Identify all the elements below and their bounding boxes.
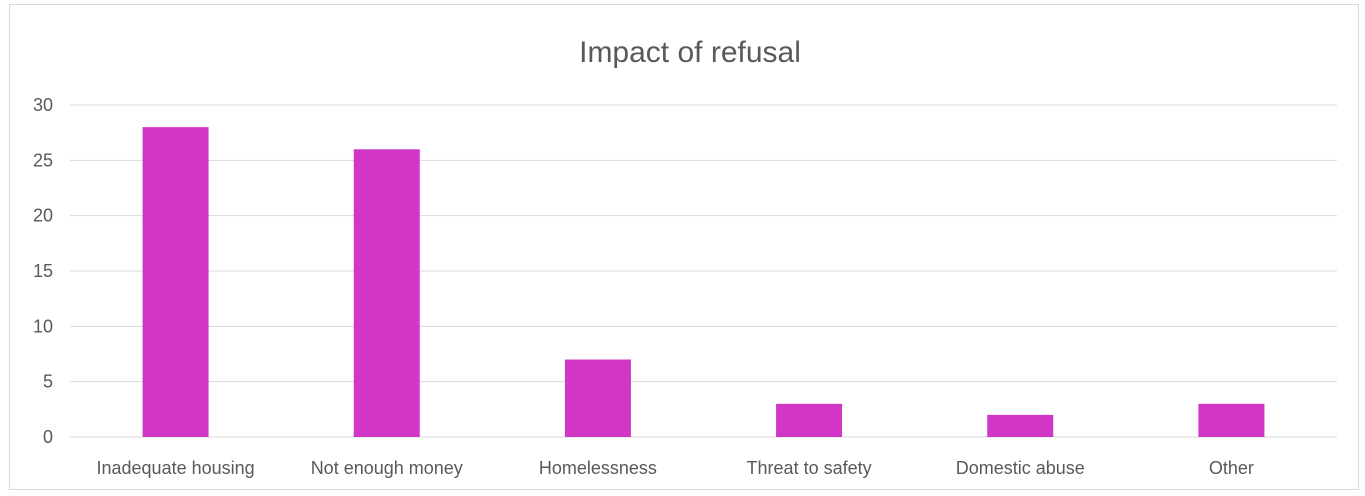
x-tick-label: Threat to safety [747, 458, 872, 478]
y-tick-label: 10 [33, 316, 53, 336]
bar [987, 414, 1054, 437]
bar [1198, 403, 1265, 437]
bars [142, 127, 1265, 437]
chart-title: Impact of refusal [579, 36, 801, 69]
x-axis-ticks: Inadequate housing Not enough money Homele… [97, 458, 1254, 478]
y-tick-label: 20 [33, 206, 53, 226]
y-tick-label: 25 [33, 150, 53, 170]
x-tick-label: Inadequate housing [97, 458, 255, 478]
gridlines [70, 104, 1337, 438]
y-tick-label: 0 [43, 427, 53, 447]
x-tick-label: Homelessness [539, 458, 657, 478]
chart-frame [9, 4, 1359, 490]
x-tick-label: Not enough money [311, 458, 463, 478]
y-axis-ticks: 0 5 10 15 20 25 30 [33, 95, 53, 447]
bar [353, 149, 420, 437]
y-tick-label: 30 [33, 95, 53, 115]
y-tick-label: 5 [43, 372, 53, 392]
bar [564, 359, 631, 437]
y-tick-label: 15 [33, 261, 53, 281]
x-tick-label: Domestic abuse [956, 458, 1085, 478]
bar [776, 403, 843, 437]
bar [142, 127, 209, 437]
x-tick-label: Other [1209, 458, 1254, 478]
